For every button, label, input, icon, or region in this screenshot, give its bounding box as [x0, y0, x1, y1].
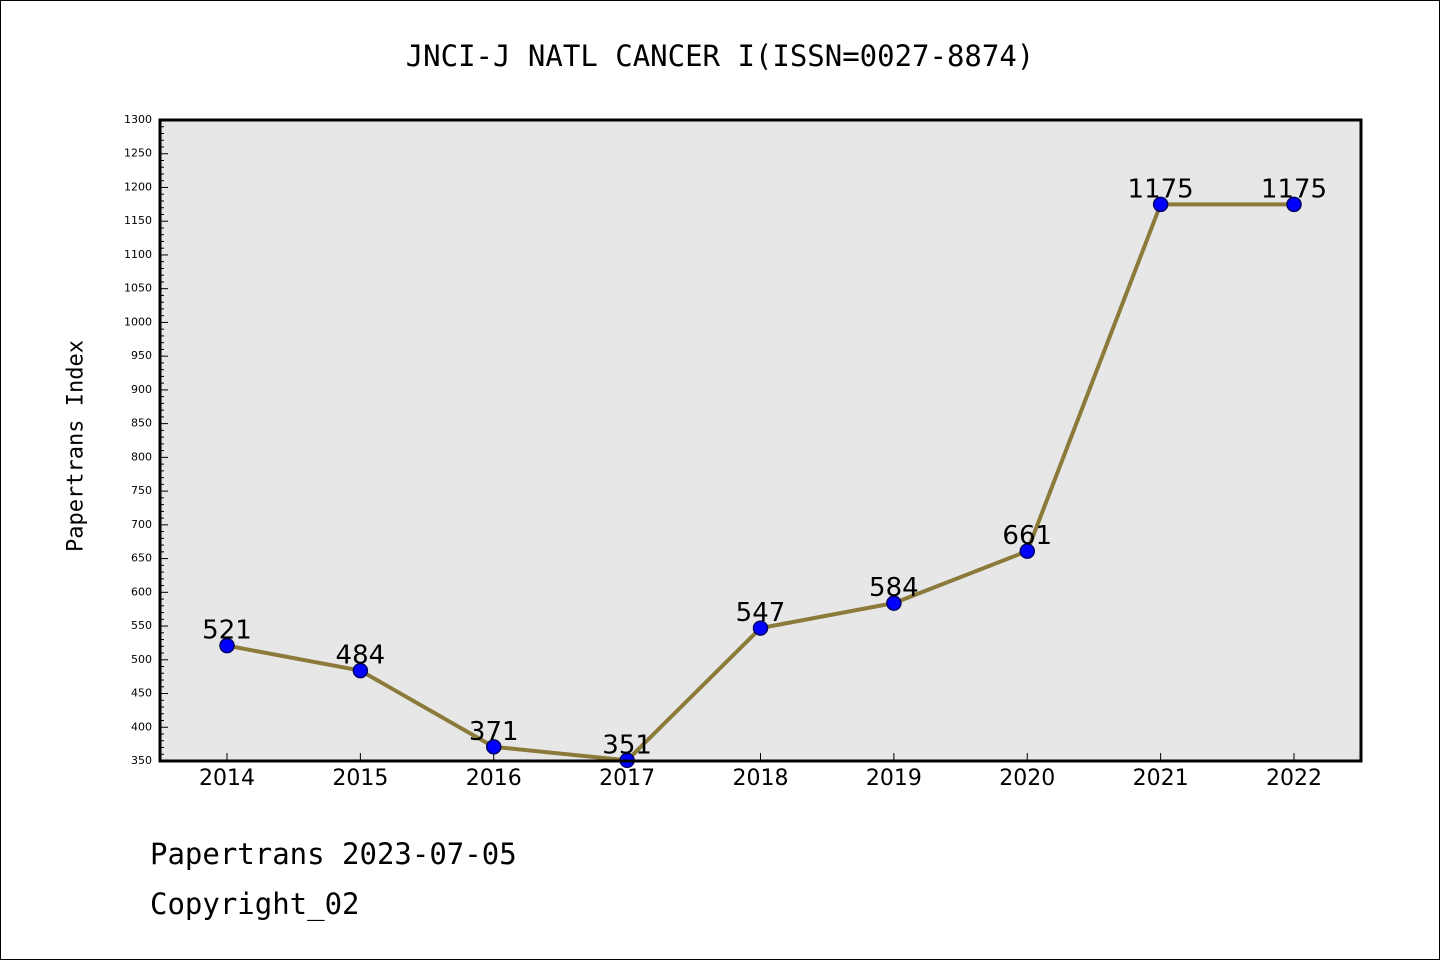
y-tick-label: 550 — [131, 619, 152, 632]
y-tick-label: 1000 — [124, 315, 152, 328]
x-tick-label: 2021 — [1133, 766, 1189, 791]
x-tick-label: 2016 — [466, 766, 522, 791]
data-label: 351 — [602, 730, 652, 760]
y-axis-ticks: 350 400 450 500 550 600 650 700 750 800 850 900 950 1… — [124, 113, 168, 767]
data-point — [1286, 196, 1302, 213]
y-tick-label: 750 — [131, 484, 152, 497]
data-label: 1175 — [1128, 174, 1194, 204]
y-tick-label: 850 — [131, 417, 152, 430]
x-tick-label: 2015 — [332, 766, 388, 791]
footer-date: Papertrans 2023-07-05 — [150, 837, 517, 871]
data-label: 547 — [736, 598, 786, 628]
y-tick-label: 1100 — [124, 248, 152, 261]
y-tick-label: 1200 — [124, 180, 152, 193]
y-tick-label: 900 — [131, 383, 152, 396]
x-tick-label: 2018 — [733, 766, 789, 791]
y-tick-label: 800 — [131, 450, 152, 463]
x-axis-ticks: 2014 2015 2016 2017 2018 2019 2020 2021 2022 — [199, 753, 1322, 791]
y-tick-label: 950 — [131, 349, 152, 362]
data-label: 661 — [1002, 521, 1052, 551]
data-point — [1019, 543, 1035, 559]
y-tick-label: 1150 — [124, 214, 152, 227]
x-tick-label: 2014 — [199, 766, 255, 791]
data-point — [486, 739, 502, 755]
data-label: 584 — [869, 573, 919, 603]
plot-area — [160, 120, 1361, 761]
y-tick-label: 650 — [131, 552, 152, 565]
chart-title: JNCI-J NATL CANCER I(ISSN=0027-8874) — [405, 39, 1035, 73]
data-label: 1175 — [1261, 174, 1327, 204]
y-tick-label: 1050 — [124, 282, 152, 295]
y-tick-label: 400 — [131, 720, 152, 733]
data-point — [886, 595, 902, 611]
x-tick-label: 2022 — [1266, 766, 1322, 791]
series-group: 521 484 371 351 547 584 661 1175 1175 — [202, 174, 1327, 769]
y-tick-label: 500 — [131, 653, 152, 666]
y-tick-label: 600 — [131, 585, 152, 598]
y-tick-label: 450 — [131, 687, 152, 700]
x-tick-label: 2019 — [866, 766, 922, 791]
y-tick-label: 1300 — [124, 113, 152, 126]
y-tick-label: 350 — [131, 754, 152, 767]
data-label: 484 — [336, 641, 386, 671]
data-point — [352, 662, 369, 679]
data-point — [752, 620, 769, 636]
data-point — [219, 637, 235, 654]
data-point — [1152, 196, 1169, 213]
y-tick-label: 1250 — [124, 147, 152, 160]
x-tick-label: 2020 — [999, 766, 1055, 791]
data-label: 521 — [202, 616, 252, 646]
footer-copyright: Copyright_02 — [150, 887, 360, 921]
plot-border — [158, 118, 1363, 763]
x-tick-label: 2017 — [599, 766, 655, 791]
data-label: 371 — [469, 717, 519, 747]
y-tick-label: 700 — [131, 518, 152, 531]
